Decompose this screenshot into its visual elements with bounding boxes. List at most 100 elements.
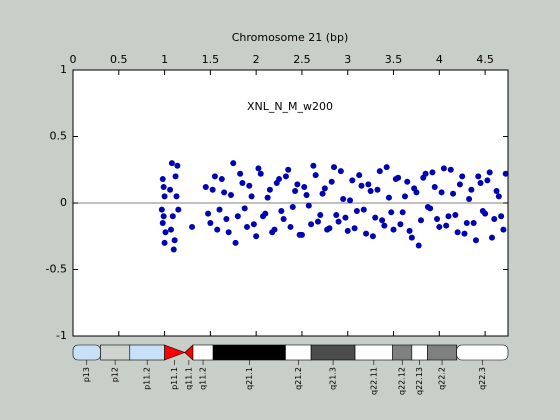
point	[392, 176, 399, 183]
point	[241, 205, 248, 212]
band-label: q21.1	[245, 367, 254, 390]
ideogram-band	[310, 344, 356, 361]
point	[408, 234, 415, 241]
ideogram-band	[164, 344, 186, 361]
point	[390, 226, 397, 233]
point	[342, 214, 349, 221]
band-label: q21.3	[329, 367, 338, 390]
point	[379, 217, 386, 224]
point	[161, 239, 168, 246]
point	[498, 213, 505, 220]
band-label: q22.3	[478, 367, 487, 390]
point	[429, 169, 436, 176]
y-tick-label: -1	[56, 329, 67, 342]
point	[172, 173, 179, 180]
point	[472, 237, 479, 244]
point	[452, 211, 459, 218]
point	[434, 215, 441, 222]
point	[333, 211, 340, 218]
point	[205, 210, 212, 217]
band-label: q22.11	[369, 367, 378, 395]
band-label: q11.1	[184, 367, 193, 390]
point	[296, 231, 303, 238]
y-tick-label: 0	[60, 196, 67, 209]
x-tick-label: 1.5	[202, 53, 220, 66]
point	[347, 197, 354, 204]
point	[248, 193, 255, 200]
point	[340, 196, 347, 203]
point	[445, 213, 452, 220]
point	[230, 160, 237, 167]
point	[292, 188, 299, 195]
ideogram-band	[100, 344, 131, 361]
point	[397, 221, 404, 228]
ideogram-band	[72, 344, 101, 361]
point	[418, 217, 424, 224]
point	[160, 213, 167, 220]
point	[319, 190, 326, 197]
point	[438, 189, 445, 196]
point	[440, 165, 447, 172]
ideogram-band	[411, 344, 428, 361]
point	[216, 206, 223, 213]
x-tick-label: 4	[436, 53, 443, 66]
point	[374, 186, 381, 193]
point	[406, 227, 413, 234]
point	[344, 227, 351, 234]
annotation: XNL_N_M_w200	[247, 100, 333, 113]
point	[404, 178, 411, 185]
point	[385, 194, 392, 201]
point	[160, 184, 167, 191]
point	[502, 170, 509, 177]
x-tick-label: 2	[253, 53, 260, 66]
point	[388, 209, 395, 216]
point	[381, 222, 388, 229]
point	[500, 226, 507, 233]
band-label: p11.1	[170, 367, 179, 390]
point	[221, 189, 228, 196]
point	[367, 188, 374, 195]
point	[447, 166, 454, 173]
band-label: q11.2	[199, 367, 208, 390]
point	[266, 186, 273, 193]
point	[376, 168, 383, 175]
point	[171, 237, 178, 244]
x-tick-label: 0.5	[110, 53, 128, 66]
point	[399, 209, 406, 216]
point	[420, 174, 427, 181]
point	[255, 165, 262, 172]
point	[317, 211, 324, 218]
ideogram-band	[456, 344, 509, 361]
point	[360, 206, 367, 213]
y-tick-label: 1	[60, 63, 67, 76]
point	[351, 225, 358, 232]
x-tick-label: 2.5	[293, 53, 311, 66]
point	[289, 203, 296, 210]
point	[436, 223, 443, 230]
point	[250, 221, 257, 228]
point	[278, 207, 285, 214]
point	[227, 192, 234, 199]
point	[273, 180, 280, 187]
x-tick-label: 4.5	[476, 53, 494, 66]
point	[264, 194, 271, 201]
point	[159, 219, 166, 226]
ideogram-band	[192, 344, 214, 361]
point	[459, 173, 466, 180]
point	[211, 173, 218, 180]
point	[202, 184, 209, 191]
point	[209, 186, 216, 193]
point	[257, 170, 264, 177]
point	[365, 181, 372, 188]
point	[383, 164, 390, 171]
point	[493, 188, 500, 195]
point	[358, 182, 365, 189]
point	[303, 192, 310, 199]
point	[477, 180, 484, 187]
point	[218, 176, 225, 183]
point	[170, 246, 177, 253]
point	[450, 190, 457, 197]
point	[237, 170, 244, 177]
x-tick-label: 1	[161, 53, 168, 66]
x-tick-label: 3.5	[385, 53, 403, 66]
